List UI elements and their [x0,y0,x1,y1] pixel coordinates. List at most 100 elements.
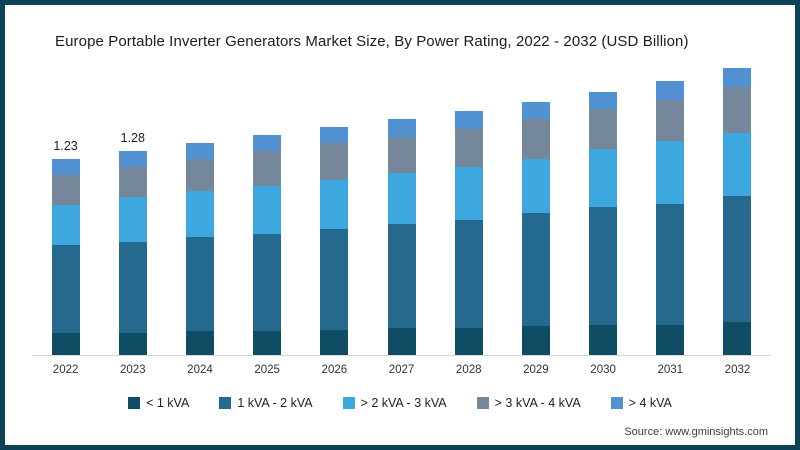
bar-segment [118,166,147,198]
bar-segment [723,195,752,322]
stacked-bar-2032 [723,68,752,355]
legend-marker-icon [128,397,141,409]
stacked-bar-2023 [118,151,147,355]
plot-area: 1.23 2022 1.28 2023 2024 2025 2026 2027 2028 2029… [32,60,771,376]
bar-segment [320,229,349,330]
bar-segment [320,329,349,355]
bar-segment [656,80,685,100]
legend-label: > 2 kVA - 3 kVA [360,396,447,410]
bar-segment [320,179,349,229]
legend-marker-icon [610,397,623,409]
bar-segment [454,327,483,355]
legend-marker-icon [219,397,232,409]
legend-item: > 4 kVA [610,396,672,410]
bar-segment [454,128,483,167]
bar-slot-2030: 2030 [570,60,637,376]
legend-label: < 1 kVA [146,396,190,410]
x-axis-label: 2024 [187,364,213,376]
x-axis-label: 2032 [724,364,751,376]
x-axis-label: 2023 [119,364,146,376]
bar-segment [185,237,214,332]
stacked-bar-2029 [521,101,550,355]
chart-title: Europe Portable Inverter Generators Mark… [55,33,689,50]
bar-segment [723,133,752,196]
bar-segment [589,149,618,207]
bar-segment [521,326,550,355]
legend-label: 1 kVA - 2 kVA [237,396,313,410]
bar-segment [320,142,349,180]
stacked-bar-2024 [185,143,214,355]
legend-item: < 1 kVA [128,396,189,410]
bar-segment [454,219,483,328]
legend-label: > 4 kVA [628,396,672,410]
x-axis-label: 2031 [657,364,684,376]
legend-item: > 2 kVA - 3 kVA [342,396,447,410]
bar-segment [454,111,483,129]
bar-segment [387,224,416,328]
bar-segment [51,174,80,206]
bar-segment [387,173,416,225]
bar-segment [521,119,550,159]
bar-segment [589,206,618,325]
bar-segment [185,331,214,355]
bar-segment [118,197,147,242]
bar-segment [118,332,147,355]
bar-segment [656,99,685,142]
bar-value-label: 1.28 [120,130,145,145]
stacked-bar-2030 [589,91,618,355]
bar-segment [521,213,550,327]
x-axis-label: 2030 [590,364,616,376]
legend-label: > 3 kVA - 4 kVA [494,396,581,410]
bar-slot-2032: 2032 [704,60,771,376]
bar-segment [253,150,282,187]
bar-segment [589,324,618,355]
bar-segment [320,127,349,143]
bar-segment [51,245,80,333]
bar-segment [723,87,752,134]
bar-segment [521,158,550,214]
stacked-bar-2025 [253,135,282,355]
bar-slot-2025: 2025 [234,60,301,376]
bar-segment [723,321,752,355]
bar-value-label: 1.23 [53,138,78,153]
bar-segment [454,166,483,220]
bar-segment [387,136,416,174]
bar-segment [656,203,685,325]
x-axis-label: 2029 [523,364,549,376]
bar-segment [253,233,282,332]
bar-segment [589,91,618,110]
bar-segment [656,141,685,204]
bar-segment [51,158,80,175]
stacked-bar-2027 [387,119,416,355]
x-axis-label: 2027 [388,364,415,376]
stacked-bar-2026 [320,127,349,355]
bar-segment [253,331,282,355]
legend-marker-icon [342,397,355,409]
bar-segment [51,205,80,246]
stacked-bar-2022 [51,158,80,355]
bar-slot-2031: 2031 [637,60,704,376]
stacked-bar-2028 [454,111,483,355]
legend-marker-icon [476,397,489,409]
bar-segment [118,151,147,167]
bar-slot-2028: 2028 [435,60,502,376]
x-axis-label: 2028 [455,364,482,376]
legend-item: > 3 kVA - 4 kVA [476,396,581,410]
x-axis-label: 2022 [52,364,79,376]
bar-slot-2029: 2029 [502,60,569,376]
legend-item: 1 kVA - 2 kVA [219,396,313,410]
bar-segment [253,186,282,234]
bar-slot-2024: 2024 [166,60,233,376]
bar-segment [51,332,80,355]
bar-slot-2027: 2027 [368,60,435,376]
stacked-bar-2031 [656,80,685,355]
bar-segment [387,119,416,137]
source-note: Source: www.gminsights.com [624,426,768,438]
bar-segment [253,135,282,151]
bar-segment [118,241,147,333]
bar-segment [185,158,214,191]
bar-slot-2026: 2026 [301,60,368,376]
bar-segment [185,143,214,159]
bar-segment [387,327,416,355]
